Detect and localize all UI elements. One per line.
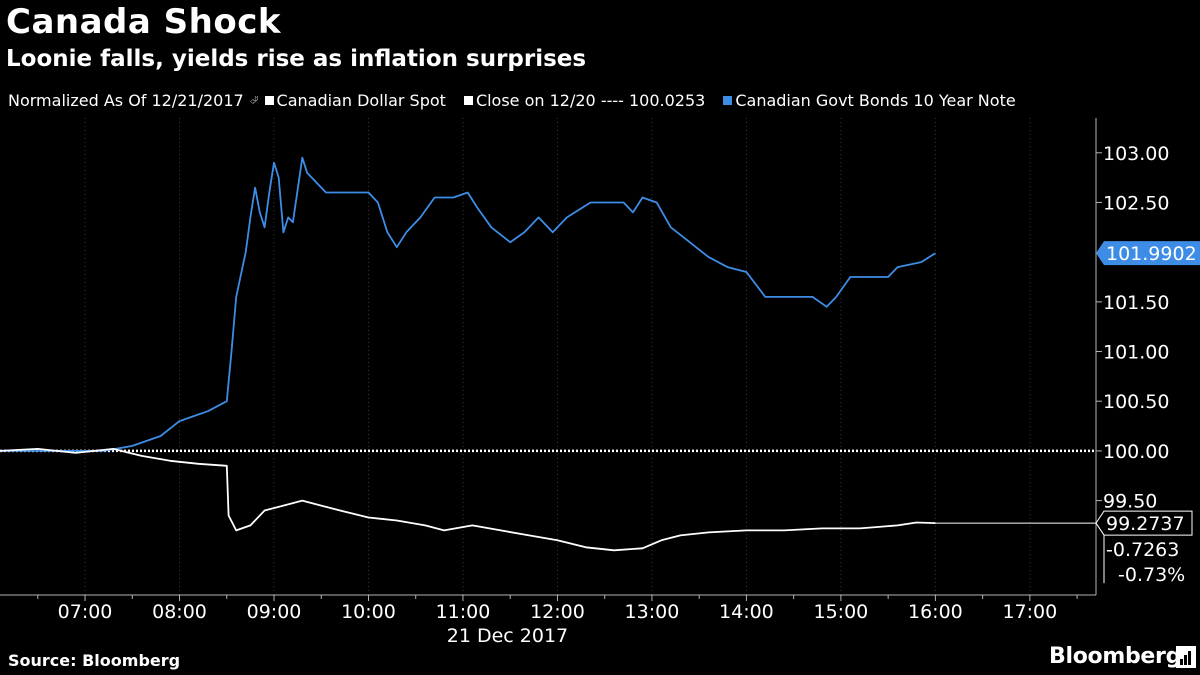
bond-last-value-label: 101.9902 <box>1106 243 1197 265</box>
x-tick-label: 09:00 <box>247 601 302 623</box>
cad-series-line <box>0 448 936 552</box>
bond-last-value-badge <box>1096 241 1200 266</box>
y-tick-label: 101.00 <box>1103 342 1169 364</box>
x-tick-label: 08:00 <box>152 601 207 623</box>
y-tick-label: 102.50 <box>1103 192 1169 214</box>
x-axis-label: 21 Dec 2017 <box>447 625 568 647</box>
x-tick-label: 14:00 <box>719 601 774 623</box>
y-tick-label: 100.50 <box>1103 391 1169 413</box>
y-tick-label: 101.50 <box>1103 292 1169 314</box>
legend-cad-label: Canadian Dollar Spot <box>276 91 446 110</box>
legend-close-swatch <box>463 96 473 105</box>
cad-change-abs: -0.7263 <box>1106 539 1179 561</box>
x-tick-label: 16:00 <box>908 601 963 623</box>
legend-close-label: Close on 12/20 ---- 100.0253 <box>475 91 706 110</box>
x-tick-label: 12:00 <box>530 601 585 623</box>
x-tick-label: 07:00 <box>58 601 113 623</box>
y-tick-label: 99.50 <box>1103 491 1157 513</box>
chart-title: Canada Shock <box>6 2 281 42</box>
bloomberg-terminal-icon <box>1176 646 1196 668</box>
x-tick-label: 10:00 <box>341 601 396 623</box>
legend-cad-swatch <box>264 96 274 105</box>
x-tick-label: 15:00 <box>814 601 869 623</box>
legend-normalized-text: Normalized As Of 12/21/2017 <box>8 91 244 110</box>
cad-change-pct: -0.73% <box>1118 564 1185 586</box>
x-tick-label: 11:00 <box>436 601 491 623</box>
x-tick-label: 17:00 <box>1002 601 1057 623</box>
y-tick-label: 103.00 <box>1103 143 1169 165</box>
x-tick-label: 13:00 <box>625 601 680 623</box>
cad-last-value-label: 99.2737 <box>1106 513 1185 535</box>
legend-bond-label: Canadian Govt Bonds 10 Year Note <box>735 91 1016 110</box>
y-tick-label: 100.00 <box>1103 441 1169 463</box>
source-note: Source: Bloomberg <box>8 651 181 670</box>
bond-series-line <box>0 156 936 452</box>
legend-bond-swatch <box>723 96 733 105</box>
legend-pin-icon: ⮰ <box>249 93 259 107</box>
cad-last-value-badge <box>1095 510 1193 536</box>
chart-subtitle: Loonie falls, yields rise as inflation s… <box>6 46 587 72</box>
legend: Normalized As Of 12/21/2017 ⮰ Canadian D… <box>8 91 1016 110</box>
bloomberg-logo: Bloomberg <box>1049 644 1182 669</box>
